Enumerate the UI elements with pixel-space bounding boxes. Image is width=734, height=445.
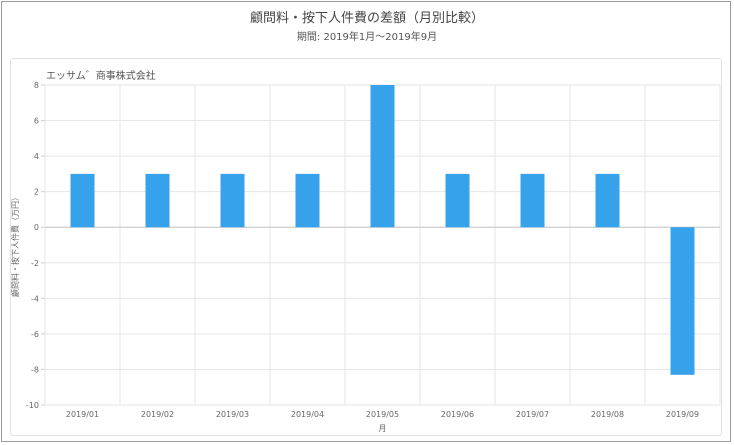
x-tick-label: 2019/07 bbox=[516, 410, 549, 419]
bar-2019-06 bbox=[445, 173, 470, 228]
y-tick-label: -10 bbox=[26, 401, 39, 410]
y-tick-label: 2 bbox=[34, 188, 39, 197]
y-tick-label: 6 bbox=[34, 117, 39, 126]
x-tick-label: 2019/02 bbox=[141, 410, 174, 419]
y-tick-label: -4 bbox=[31, 294, 39, 303]
bar-2019-03 bbox=[220, 173, 245, 228]
y-tick-label: 0 bbox=[34, 223, 39, 232]
x-tick-label: 2019/03 bbox=[216, 410, 249, 419]
y-tick-label: -8 bbox=[31, 365, 39, 374]
x-tick-label: 2019/09 bbox=[666, 410, 699, 419]
bar-2019-02 bbox=[145, 173, 170, 228]
x-tick-label: 2019/01 bbox=[66, 410, 99, 419]
x-tick-label: 2019/08 bbox=[591, 410, 624, 419]
chart-subtitle: 期間: 2019年1月～2019年9月 bbox=[296, 32, 438, 43]
chart-title: 顧問料・按下人件費の差額（月別比較） bbox=[249, 11, 484, 26]
y-axis-title: 顧問料・按下人件費（万円） bbox=[10, 193, 20, 297]
company-label: エッサム゛商事株式会社 bbox=[46, 71, 156, 82]
bar-2019-05 bbox=[370, 85, 395, 228]
x-tick-label: 2019/06 bbox=[441, 410, 474, 419]
y-tick-label: -6 bbox=[31, 330, 39, 339]
bar-2019-01 bbox=[70, 173, 95, 228]
bar-2019-08 bbox=[595, 173, 620, 228]
y-tick-label: -2 bbox=[31, 259, 39, 268]
x-tick-label: 2019/05 bbox=[366, 410, 399, 419]
y-tick-label: 4 bbox=[34, 152, 39, 161]
bar-2019-09 bbox=[670, 227, 695, 375]
x-tick-label: 2019/04 bbox=[291, 410, 324, 419]
chart-panel bbox=[10, 58, 722, 436]
bar-2019-07 bbox=[520, 173, 545, 228]
bar-2019-04 bbox=[295, 173, 320, 228]
x-axis-title: 月 bbox=[379, 424, 387, 433]
y-tick-label: 8 bbox=[34, 81, 39, 90]
